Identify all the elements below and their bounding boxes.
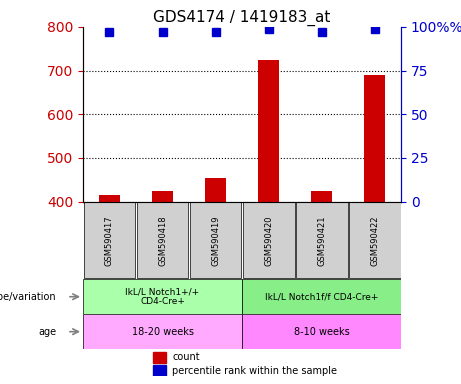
Text: IkL/L Notch1+/+
CD4-Cre+: IkL/L Notch1+/+ CD4-Cre+: [125, 287, 200, 306]
Bar: [153, 352, 165, 363]
FancyBboxPatch shape: [242, 202, 295, 278]
FancyBboxPatch shape: [242, 279, 401, 314]
FancyBboxPatch shape: [83, 279, 242, 314]
Text: age: age: [38, 327, 56, 337]
Title: GDS4174 / 1419183_at: GDS4174 / 1419183_at: [154, 9, 331, 25]
Bar: [99, 195, 120, 202]
Text: IkL/L Notch1f/f CD4-Cre+: IkL/L Notch1f/f CD4-Cre+: [265, 292, 378, 301]
Text: GSM590417: GSM590417: [105, 215, 114, 266]
Text: 8-10 weeks: 8-10 weeks: [294, 327, 349, 337]
Bar: [258, 60, 279, 202]
Bar: [364, 75, 385, 202]
FancyBboxPatch shape: [349, 202, 401, 278]
Bar: [153, 366, 165, 376]
FancyBboxPatch shape: [83, 202, 136, 278]
Text: 18-20 weeks: 18-20 weeks: [131, 327, 194, 337]
Text: GSM590421: GSM590421: [317, 215, 326, 266]
FancyBboxPatch shape: [242, 314, 401, 349]
FancyBboxPatch shape: [83, 314, 242, 349]
Text: percentile rank within the sample: percentile rank within the sample: [172, 366, 337, 376]
Text: GSM590418: GSM590418: [158, 215, 167, 266]
Bar: [311, 191, 332, 202]
FancyBboxPatch shape: [296, 202, 348, 278]
FancyBboxPatch shape: [189, 202, 242, 278]
Text: genotype/variation: genotype/variation: [0, 292, 56, 302]
Text: GSM590419: GSM590419: [211, 215, 220, 266]
Text: GSM590420: GSM590420: [264, 215, 273, 266]
Bar: [152, 191, 173, 202]
Text: GSM590422: GSM590422: [370, 215, 379, 266]
Text: count: count: [172, 352, 200, 362]
Bar: [205, 177, 226, 202]
FancyBboxPatch shape: [136, 202, 189, 278]
